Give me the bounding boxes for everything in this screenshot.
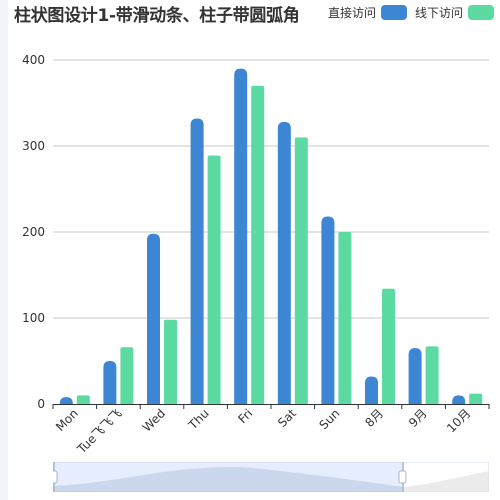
legend-label-direct: 直接访问: [327, 6, 376, 20]
x-tick-label: 8月: [362, 406, 386, 430]
bar-offline[interactable]: [207, 155, 221, 404]
datazoom-slider[interactable]: [49, 461, 490, 493]
x-tick-label: Mon: [53, 406, 81, 434]
bar-offline[interactable]: [120, 347, 134, 404]
bar-direct[interactable]: [365, 376, 378, 404]
x-tick-label: Thu: [185, 406, 212, 433]
bar-direct[interactable]: [321, 216, 335, 404]
legend: 直接访问 线下访问: [320, 4, 494, 21]
datazoom-track: [49, 461, 490, 493]
legend-item-offline[interactable]: 线下访问: [415, 4, 494, 21]
bar-direct[interactable]: [59, 397, 73, 404]
bar-direct[interactable]: [408, 348, 422, 404]
slider-data-shadow-outside: [403, 471, 489, 492]
y-tick-label: 300: [22, 139, 45, 153]
legend-label-offline: 线下访问: [414, 6, 463, 20]
y-tick-label: 0: [37, 397, 45, 411]
x-tick-label: 9月: [406, 406, 430, 430]
bar-offline[interactable]: [469, 393, 483, 404]
y-tick-label: 200: [22, 225, 45, 239]
bar-offline[interactable]: [251, 85, 265, 405]
legend-item-direct[interactable]: 直接访问: [328, 4, 407, 21]
x-tick-label: Fri: [235, 406, 255, 426]
y-tick-label: 100: [22, 311, 45, 325]
x-tick-label: Sat: [275, 406, 299, 430]
bar-offline[interactable]: [338, 232, 352, 404]
bar-offline[interactable]: [382, 288, 395, 404]
bar-direct[interactable]: [277, 121, 291, 405]
left-edge-strip: [0, 0, 8, 500]
x-tick-label: 10月: [444, 406, 473, 435]
bar-offline[interactable]: [76, 395, 90, 404]
legend-swatch-offline: [468, 5, 494, 20]
bar-direct[interactable]: [190, 118, 204, 404]
bar-offline[interactable]: [425, 346, 439, 404]
bar-offline[interactable]: [164, 319, 177, 404]
bar-direct[interactable]: [234, 68, 248, 404]
x-tick-label: Tue飞飞飞: [74, 406, 125, 457]
legend-swatch-direct: [380, 5, 407, 20]
slider-data-shadow: [53, 467, 403, 492]
slider-selected-range[interactable]: [53, 462, 403, 492]
x-tick-label: Sun: [316, 406, 342, 432]
x-tick-label: Wed: [140, 406, 168, 434]
bar-direct[interactable]: [452, 395, 466, 404]
bar-direct[interactable]: [147, 233, 160, 404]
chart-title: 柱状图设计1-带滑动条、柱子带圆弧角: [14, 6, 300, 26]
y-tick-label: 400: [22, 53, 45, 67]
slider-handle-right[interactable]: [398, 462, 407, 492]
bar-offline[interactable]: [294, 137, 308, 404]
bar-direct[interactable]: [103, 361, 117, 404]
